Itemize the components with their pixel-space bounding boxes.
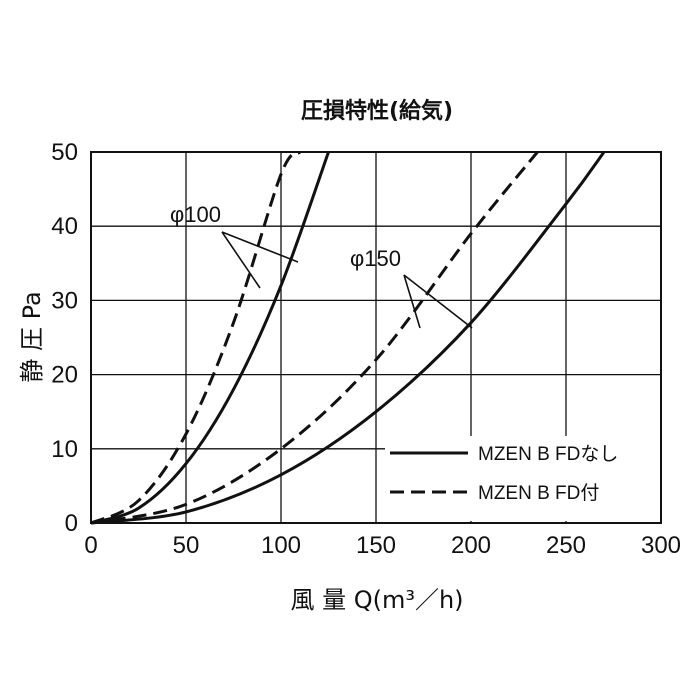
x-axis-label: 風 量 Q(m³／h) (290, 586, 463, 614)
x-tick-label: 0 (84, 532, 97, 559)
annotation-phi150: φ150 (350, 246, 473, 329)
annotation-phi150-leader-2 (403, 274, 473, 329)
plot-frame (90, 151, 662, 524)
x-tick-label: 300 (641, 532, 681, 559)
x-tick-label: 150 (356, 532, 396, 559)
annotation-phi100-leader-1 (221, 231, 261, 289)
annotation-phi100-label: φ100 (170, 202, 221, 227)
y-tick-label: 30 (51, 287, 78, 314)
series-line-0 (90, 150, 302, 525)
series-line-1 (90, 151, 330, 525)
annotation-phi150-label: φ150 (350, 246, 401, 271)
legend-label-solid: MZEN B FDなし (478, 444, 618, 465)
y-tick-label: 20 (51, 362, 78, 389)
legend-label-dashed: MZEN B FD付 (478, 482, 599, 504)
x-tick-label: 100 (261, 532, 301, 559)
series-line-3 (90, 151, 606, 525)
x-tick-label: 250 (546, 532, 586, 559)
x-tick-label: 200 (451, 532, 491, 559)
chart-title: 圧損特性(給気) (301, 98, 453, 124)
y-axis-label: 静 圧 Pa (18, 291, 46, 382)
y-tick-label: 50 (51, 139, 78, 166)
series-group (90, 150, 606, 525)
y-tick-label: 0 (65, 510, 78, 537)
legend-background (385, 436, 660, 521)
x-tick-label: 50 (173, 532, 200, 559)
annotation-phi150-leader-1 (403, 274, 421, 329)
y-tick-label: 40 (51, 213, 78, 240)
series-line-2 (90, 151, 539, 525)
annotation-phi100: φ100 (170, 202, 299, 289)
legend: MZEN B FDなし MZEN B FD付 (385, 436, 660, 521)
x-axis-ticks: 0 50 100 150 200 250 300 (84, 532, 681, 559)
annotation-phi100-leader-2 (221, 231, 299, 263)
grid (91, 152, 661, 523)
y-tick-label: 10 (51, 436, 78, 463)
y-axis-ticks: 0 10 20 30 40 50 (51, 139, 78, 537)
